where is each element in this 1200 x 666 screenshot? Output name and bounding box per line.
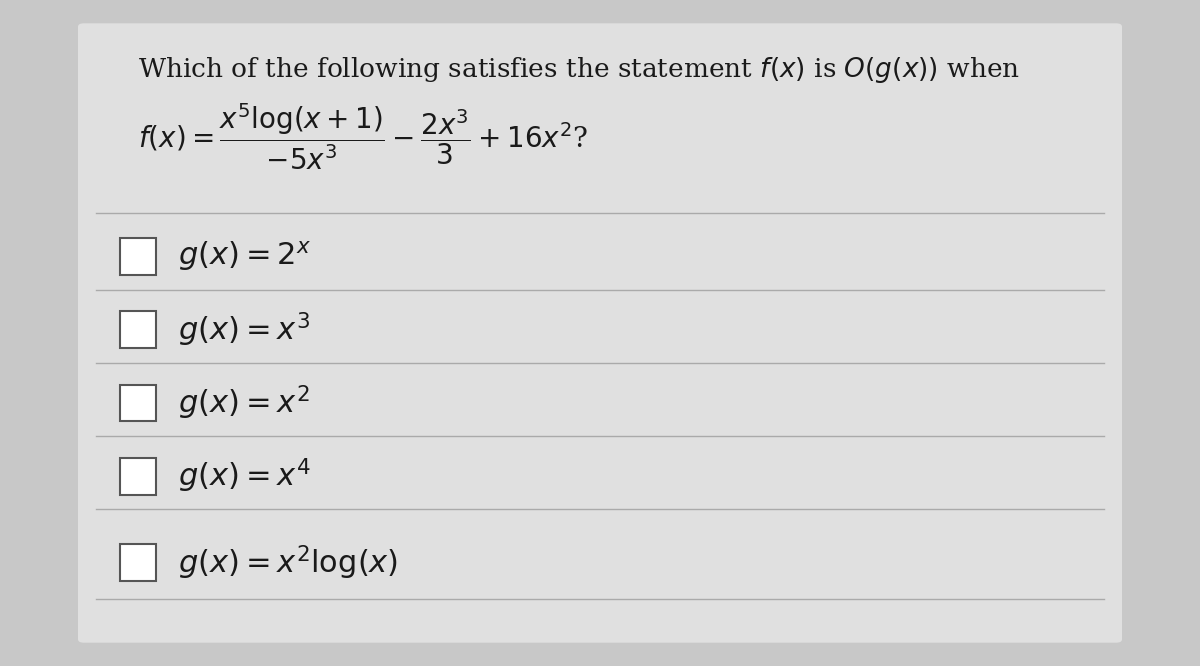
Text: $g(x) = x^4$: $g(x) = x^4$	[178, 457, 310, 496]
Text: $g(x) = x^2 \log(x)$: $g(x) = x^2 \log(x)$	[178, 543, 398, 582]
Bar	[120, 385, 156, 422]
FancyBboxPatch shape	[78, 23, 1122, 643]
Text: $f(x) = \dfrac{x^5 \log(x+1)}{-5x^3} - \dfrac{2x^3}{3} + 16x^2$?: $f(x) = \dfrac{x^5 \log(x+1)}{-5x^3} - \…	[138, 101, 588, 172]
Bar	[120, 312, 156, 348]
Bar	[120, 545, 156, 581]
Bar	[120, 458, 156, 494]
Text: $g(x) = x^3$: $g(x) = x^3$	[178, 310, 310, 349]
Bar	[120, 238, 156, 274]
Text: $g(x) = x^2$: $g(x) = x^2$	[178, 384, 310, 422]
Text: $g(x) = 2^x$: $g(x) = 2^x$	[178, 239, 311, 274]
Text: Which of the following satisfies the statement $f(x)$ is $O(g(x))$ when: Which of the following satisfies the sta…	[138, 55, 1020, 85]
